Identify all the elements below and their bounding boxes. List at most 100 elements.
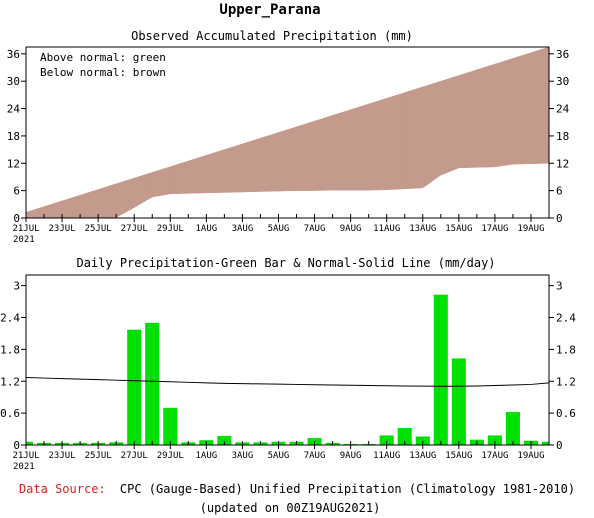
accumulated-area-segment	[260, 132, 279, 192]
accumulated-area-segment	[296, 120, 315, 191]
y-tick-label-left: 36	[7, 48, 20, 61]
y-tick-label-right: 0	[556, 212, 563, 225]
accumulated-area-segment	[350, 103, 369, 191]
chart2-axes: 0 0 0.6 0.6 1.2 1.2 1.8 1.8 2.4 2.4 3 3 21JUL 23JUL 25…	[0, 280, 576, 472]
x-tick-label: 29JUL	[157, 451, 184, 461]
accumulated-area-segment	[440, 75, 460, 176]
accumulated-area-segment	[368, 97, 387, 191]
y-tick-label-right: 6	[556, 185, 563, 198]
daily-precip-bar	[163, 407, 178, 445]
x-tick-label: 9AUG	[340, 451, 362, 461]
daily-precipitation-chart: Daily Precipitation-Green Bar & Normal-S…	[0, 256, 576, 472]
x-tick-label: 5AUG	[268, 224, 290, 234]
x-tick-label: 1AUG	[196, 451, 218, 461]
y-tick-label-left: 0.6	[0, 407, 20, 420]
accumulated-area-segment	[458, 69, 478, 169]
accumulated-area-segment	[25, 206, 45, 219]
y-tick-label-right: 2.4	[556, 312, 576, 325]
x-tick-label: 21JUL	[12, 451, 39, 461]
accumulated-area-segment	[530, 46, 550, 164]
y-tick-label-right: 12	[556, 157, 569, 170]
x-tick-label: 15AUG	[445, 224, 472, 234]
x-tick-label: 11AUG	[373, 451, 400, 461]
accumulated-area-segment	[494, 58, 514, 168]
daily-precip-bar	[127, 329, 142, 445]
chart1-title: Observed Accumulated Precipitation (mm)	[131, 29, 413, 43]
page-title: Upper_Parana	[219, 2, 320, 18]
y-tick-label-left: 3	[13, 280, 20, 293]
x-tick-label: 9AUG	[340, 224, 362, 234]
x-tick-label: 13AUG	[409, 451, 436, 461]
chart2-title: Daily Precipitation-Green Bar & Normal-S…	[76, 256, 495, 270]
accumulated-area-segment	[170, 160, 189, 195]
daily-precip-bar	[433, 294, 448, 445]
x-tick-label: 29JUL	[157, 224, 184, 234]
accumulated-area-segment	[278, 126, 297, 192]
y-tick-label-right: 0	[556, 439, 563, 452]
y-tick-label-right: 18	[556, 130, 569, 143]
accumulated-area-segment	[97, 183, 117, 219]
accumulated-area-segment	[224, 143, 243, 193]
accumulated-area-segment	[43, 200, 63, 219]
accumulated-area-segment	[206, 149, 225, 194]
y-tick-label-left: 2.4	[0, 312, 20, 325]
chart1-area-layer	[25, 46, 550, 219]
y-tick-label-right: 24	[556, 103, 570, 116]
y-tick-label-left: 24	[7, 103, 21, 116]
y-tick-label-left: 6	[13, 185, 20, 198]
x-tick-label: 17AUG	[481, 451, 508, 461]
chart1-axes: 0 0 6 6 12 12 18 18 24 24 30 30 36 36 21JUL 23JUL 25JUL 2…	[7, 48, 570, 245]
x-tick-label: 19AUG	[517, 451, 544, 461]
daily-precip-bar	[217, 435, 232, 445]
daily-precip-bar	[487, 435, 502, 445]
chart2-bar-layer	[26, 294, 549, 445]
x-tick-label: 21JUL	[12, 224, 39, 234]
x-tick-label: 19AUG	[517, 224, 544, 234]
y-tick-label-left: 0	[13, 212, 20, 225]
accumulated-precipitation-chart: Observed Accumulated Precipitation (mm) …	[7, 29, 570, 245]
daily-precip-bar	[451, 358, 466, 445]
x-tick-label: 7AUG	[304, 451, 326, 461]
accumulated-area-segment	[314, 115, 333, 191]
accumulated-area-segment	[133, 172, 153, 208]
daily-precip-bar	[541, 441, 549, 445]
daily-precip-bar	[397, 428, 412, 445]
y-tick-label-right: 0.6	[556, 407, 576, 420]
y-tick-label-left: 1.8	[0, 343, 20, 356]
y-tick-label-left: 30	[7, 75, 20, 88]
x-tick-label: 27JUL	[121, 224, 148, 234]
accumulated-area-segment	[332, 109, 351, 191]
daily-precip-bar	[415, 436, 430, 445]
y-tick-label-left: 12	[7, 157, 20, 170]
x-year-label: 2021	[13, 235, 35, 245]
x-tick-label: 3AUG	[232, 224, 254, 234]
x-year-label: 2021	[13, 462, 35, 472]
daily-precip-bar	[505, 412, 520, 445]
x-tick-label: 15AUG	[445, 451, 472, 461]
data-source-label: Data Source:	[19, 482, 106, 496]
chart2-frame	[25, 274, 550, 446]
x-tick-label: 25JUL	[85, 451, 112, 461]
accumulated-area-segment	[512, 52, 532, 165]
x-tick-label: 7AUG	[304, 224, 326, 234]
y-tick-label-left: 1.2	[0, 375, 20, 388]
y-tick-label-right: 3	[556, 280, 563, 293]
y-tick-label-right: 1.2	[556, 375, 576, 388]
accumulated-area-segment	[115, 177, 135, 218]
accumulated-area-segment	[422, 80, 442, 189]
accumulated-area-segment	[242, 137, 261, 193]
x-tick-label: 23JUL	[49, 451, 76, 461]
x-tick-label: 17AUG	[481, 224, 508, 234]
normal-line	[25, 377, 550, 387]
x-tick-label: 11AUG	[373, 224, 400, 234]
daily-precip-bar	[145, 322, 160, 445]
x-tick-label: 13AUG	[409, 224, 436, 234]
y-tick-label-left: 0	[13, 439, 20, 452]
accumulated-area-segment	[188, 154, 207, 194]
accumulated-area-segment	[476, 63, 496, 168]
accumulated-area-segment	[61, 194, 81, 219]
y-tick-label-right: 36	[556, 48, 569, 61]
accumulated-area-segment	[404, 86, 424, 190]
accumulated-area-segment	[151, 166, 171, 198]
